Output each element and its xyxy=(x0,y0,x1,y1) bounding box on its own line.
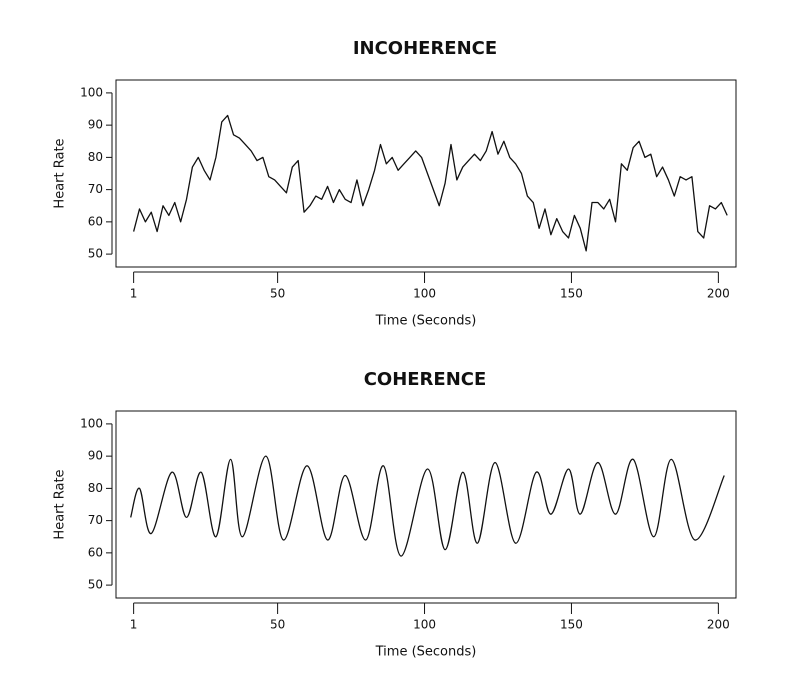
y-tick-label: 60 xyxy=(88,545,103,559)
x-tick-label: 50 xyxy=(270,287,285,301)
heart-rate-line xyxy=(133,114,728,252)
x-tick-label: 200 xyxy=(707,618,730,632)
plot-frame xyxy=(115,410,737,599)
y-tick-label: 70 xyxy=(88,182,103,196)
x-tick-label: 100 xyxy=(413,287,436,301)
chart-title: INCOHERENCE xyxy=(353,38,497,59)
y-tick-label: 50 xyxy=(88,247,103,261)
y-tick-label: 60 xyxy=(88,214,103,228)
y-axis-label: Heart Rate xyxy=(53,469,68,539)
y-tick-label: 90 xyxy=(88,118,103,132)
chart-title: COHERENCE xyxy=(364,369,487,390)
plot-frame xyxy=(115,79,737,268)
x-tick-label: 100 xyxy=(413,618,436,632)
x-tick-label: 200 xyxy=(707,287,730,301)
y-tick-label: 80 xyxy=(88,150,103,164)
x-axis-label: Time (Seconds) xyxy=(375,645,477,660)
x-tick-label: 150 xyxy=(560,618,583,632)
y-tick-label: 90 xyxy=(88,449,103,463)
y-tick-label: 80 xyxy=(88,481,103,495)
x-axis-label: Time (Seconds) xyxy=(375,314,477,329)
x-tick-label: 150 xyxy=(560,287,583,301)
y-tick-label: 50 xyxy=(88,578,103,592)
heart-rate-line xyxy=(130,455,725,557)
y-tick-label: 70 xyxy=(88,513,103,527)
y-tick-label: 100 xyxy=(80,416,103,430)
x-tick-label: 50 xyxy=(270,618,285,632)
y-tick-label: 100 xyxy=(80,85,103,99)
y-axis-label: Heart Rate xyxy=(53,138,68,208)
x-tick-label: 1 xyxy=(130,287,138,301)
x-tick-label: 1 xyxy=(130,618,138,632)
